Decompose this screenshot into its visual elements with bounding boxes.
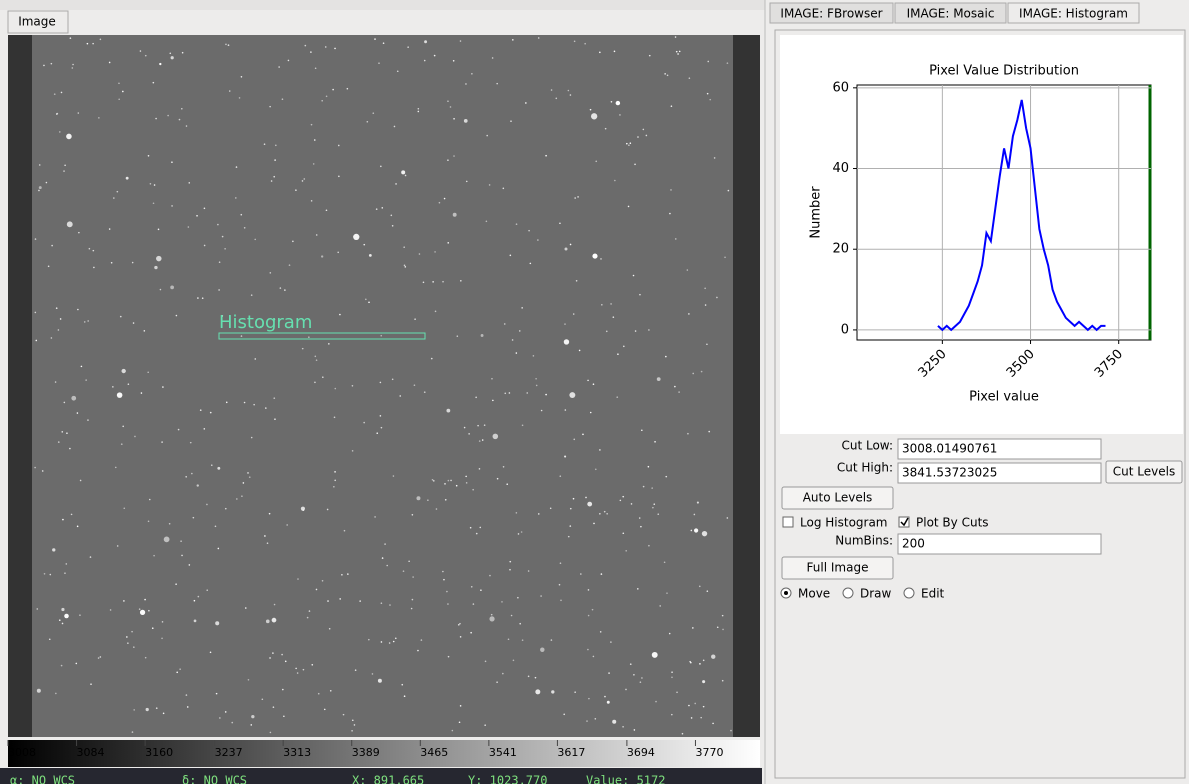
tab-label: IMAGE: Mosaic <box>907 7 995 21</box>
image-field <box>32 35 733 737</box>
image-tab-label: Image <box>18 15 56 29</box>
text-input[interactable] <box>897 438 1102 460</box>
tab[interactable] <box>894 2 1007 24</box>
status-ra: α: NO WCS <box>10 774 75 784</box>
tab-label: IMAGE: FBrowser <box>780 7 882 21</box>
checkbox-label[interactable]: Plot By Cuts <box>916 516 989 530</box>
y-axis-label: Number <box>809 186 824 239</box>
canvas-label: Histogram <box>219 312 312 333</box>
colorbar-label: 3770 <box>695 746 723 759</box>
radio-label[interactable]: Draw <box>860 587 892 601</box>
button[interactable] <box>1105 460 1183 484</box>
stars <box>34 36 732 735</box>
radio[interactable] <box>903 587 915 599</box>
histogram-region[interactable] <box>218 332 426 340</box>
status-y: Y: 1023.770 <box>468 774 547 784</box>
colorbar-label: 3465 <box>420 746 448 759</box>
colorbar-label: 3541 <box>489 746 517 759</box>
button[interactable] <box>781 556 894 580</box>
image-tab[interactable] <box>7 10 69 34</box>
button-label[interactable]: Full Image <box>807 561 869 575</box>
input-value: 3841.53723025 <box>902 466 997 480</box>
chart-title: Pixel Value Distribution <box>929 64 1079 79</box>
cut-high-label: Cut High: <box>837 461 893 475</box>
colorbar-label: 3389 <box>352 746 380 759</box>
x-axis-label: Pixel value <box>969 390 1039 405</box>
colorbar-label: 3160 <box>145 746 173 759</box>
colorbar <box>8 740 760 767</box>
text-input[interactable] <box>897 462 1102 484</box>
tab[interactable] <box>769 2 894 24</box>
y-tick-label: 60 <box>832 80 849 95</box>
colorbar-label: 3237 <box>215 746 243 759</box>
histogram-line <box>937 99 1106 332</box>
tab[interactable] <box>1007 2 1140 24</box>
button[interactable] <box>781 486 894 510</box>
status-x: X: 891.665 <box>352 774 424 784</box>
checkbox-label[interactable]: Log Histogram <box>800 516 888 530</box>
tab-label: IMAGE: Histogram <box>1019 7 1128 21</box>
colorbar-label: 3694 <box>627 746 655 759</box>
y-tick-label: 40 <box>832 161 849 176</box>
status-dec: δ: NO WCS <box>182 774 247 784</box>
radio-label[interactable]: Move <box>798 587 830 601</box>
text-input[interactable] <box>897 533 1102 555</box>
colorbar-label: 3313 <box>283 746 311 759</box>
y-tick-label: 0 <box>841 322 849 337</box>
colorbar-label: 3084 <box>77 746 105 759</box>
button-label[interactable]: Auto Levels <box>803 491 873 505</box>
checkbox[interactable] <box>898 516 910 528</box>
y-tick-label: 20 <box>832 242 849 257</box>
numbins-label: NumBins: <box>835 534 893 548</box>
button-label[interactable]: Cut Levels <box>1113 465 1175 479</box>
plot-area <box>780 35 1183 434</box>
colorbar-label: 3617 <box>557 746 585 759</box>
radio-label[interactable]: Edit <box>921 587 945 601</box>
input-value: 200 <box>902 537 925 551</box>
status-value: Value: 5172 <box>586 774 665 784</box>
radio-dot <box>784 591 788 595</box>
radio[interactable] <box>842 587 854 599</box>
status-bar <box>0 768 762 784</box>
toolbar <box>0 0 765 10</box>
input-value: 3008.01490761 <box>902 442 997 456</box>
colorbar-label: 3008 <box>8 746 36 759</box>
checkmark <box>900 517 909 527</box>
cut-low-label: Cut Low: <box>841 439 893 453</box>
checkbox[interactable] <box>782 516 794 528</box>
